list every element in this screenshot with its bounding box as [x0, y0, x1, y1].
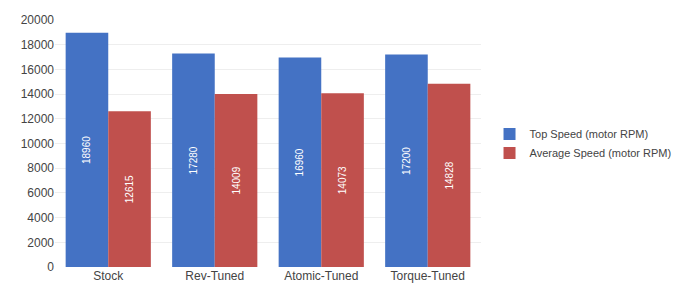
svg-text:Top Speed (motor RPM): Top Speed (motor RPM): [530, 128, 649, 140]
svg-text:16000: 16000: [21, 63, 55, 77]
svg-text:8000: 8000: [27, 161, 54, 175]
svg-text:Stock: Stock: [93, 269, 124, 283]
svg-text:14828: 14828: [444, 161, 455, 189]
svg-text:18000: 18000: [21, 38, 55, 52]
svg-text:Torque-Tuned: Torque-Tuned: [391, 269, 465, 283]
svg-text:17280: 17280: [188, 146, 199, 174]
svg-text:4000: 4000: [27, 211, 54, 225]
svg-text:18960: 18960: [81, 136, 92, 164]
svg-text:10000: 10000: [21, 137, 55, 151]
svg-text:12615: 12615: [124, 175, 135, 203]
svg-text:20000: 20000: [21, 13, 55, 27]
svg-text:14009: 14009: [231, 166, 242, 194]
svg-text:Average Speed (motor RPM): Average Speed (motor RPM): [530, 147, 672, 159]
svg-text:Rev-Tuned: Rev-Tuned: [185, 269, 244, 283]
svg-text:6000: 6000: [27, 186, 54, 200]
svg-text:2000: 2000: [27, 236, 54, 250]
svg-text:Atomic-Tuned: Atomic-Tuned: [284, 269, 358, 283]
svg-text:14000: 14000: [21, 87, 55, 101]
svg-text:12000: 12000: [21, 112, 55, 126]
svg-text:0: 0: [47, 260, 54, 274]
svg-text:14073: 14073: [337, 166, 348, 194]
svg-text:17200: 17200: [401, 147, 412, 175]
svg-text:16960: 16960: [294, 148, 305, 176]
